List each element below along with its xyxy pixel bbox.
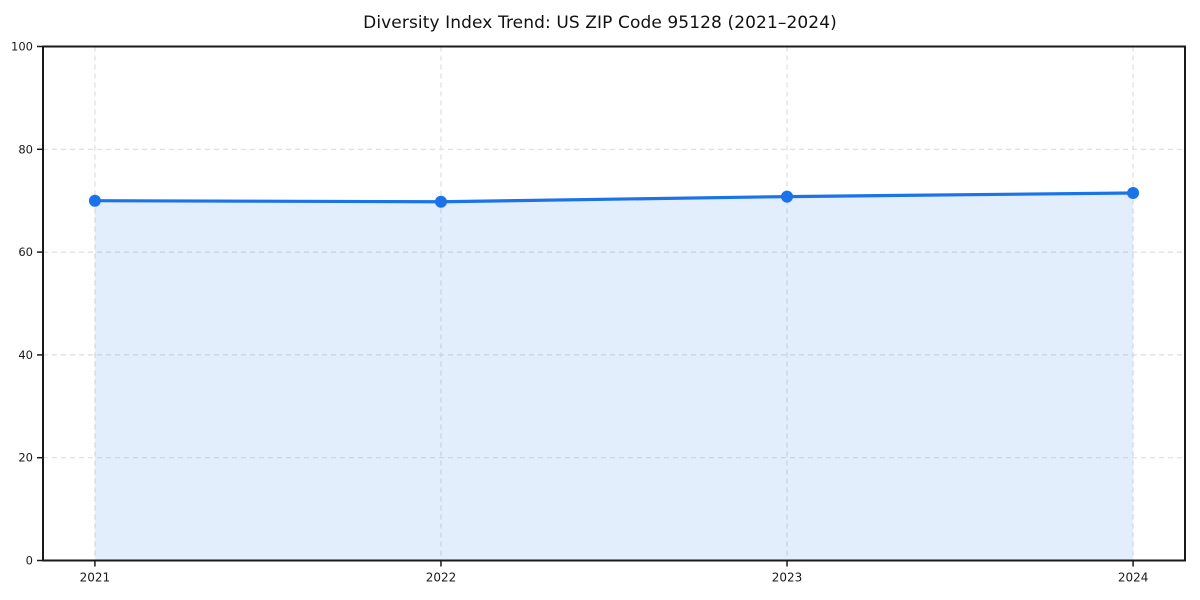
y-tick-label: 40 bbox=[18, 348, 33, 362]
y-tick-label: 60 bbox=[18, 245, 33, 259]
x-axis: 2021 2022 2023 2024 bbox=[80, 560, 1149, 585]
plot-spines bbox=[42, 45, 1186, 562]
y-axis: 0 20 40 60 80 100 bbox=[11, 40, 43, 568]
x-tick-label: 2021 bbox=[80, 571, 111, 585]
grid-layer bbox=[43, 46, 1185, 561]
y-tick-label: 0 bbox=[26, 554, 33, 568]
x-tick-label: 2023 bbox=[772, 571, 803, 585]
y-tick-label: 20 bbox=[18, 451, 33, 465]
data-point-marker bbox=[781, 190, 794, 203]
data-point-marker bbox=[434, 195, 447, 208]
trend-line bbox=[93, 191, 1135, 204]
marker-layer bbox=[88, 186, 1140, 208]
chart-title: Diversity Index Trend: US ZIP Code 95128… bbox=[363, 13, 837, 33]
x-tick-label: 2024 bbox=[1118, 571, 1149, 585]
data-point-marker bbox=[88, 194, 101, 207]
y-tick-label: 80 bbox=[18, 142, 33, 156]
area-fill bbox=[94, 192, 1134, 561]
x-tick-label: 2022 bbox=[426, 571, 457, 585]
data-point-marker bbox=[1127, 186, 1140, 199]
y-tick-label: 100 bbox=[11, 40, 33, 54]
